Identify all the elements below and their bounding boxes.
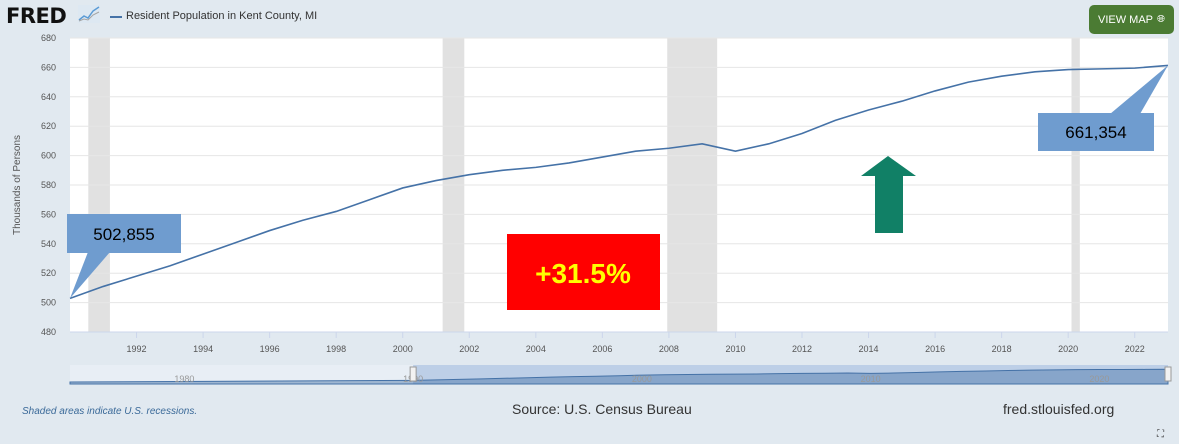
callout-box-end	[1038, 113, 1154, 151]
callout-box-start	[67, 214, 181, 253]
legend-label: Resident Population in Kent County, MI	[126, 10, 318, 22]
x-tick-label: 2012	[792, 344, 812, 354]
header: FRED Resident Population in Kent County,…	[0, 0, 1179, 34]
x-tick-label: 2020	[1058, 344, 1078, 354]
y-tick-label: 540	[41, 239, 56, 249]
navigator-tick-label: 2010	[861, 374, 881, 384]
navigator-left-handle[interactable]	[409, 366, 417, 382]
percent-change-label: +31.5%	[535, 258, 631, 289]
callout-pointer	[70, 252, 110, 299]
globe-icon: 🌐︎	[1157, 14, 1165, 25]
percent-change-badge	[507, 234, 660, 310]
y-tick-label: 520	[41, 268, 56, 278]
x-tick-label: 2002	[459, 344, 479, 354]
x-tick-label: 2022	[1125, 344, 1145, 354]
series-line	[69, 64, 1169, 300]
x-tick-label: 2016	[925, 344, 945, 354]
callout-label-end: 661,354	[1065, 123, 1126, 142]
up-arrow-icon	[861, 156, 916, 233]
callout-pointer	[1110, 65, 1168, 114]
x-tick-label: 2014	[859, 344, 879, 354]
x-tick-label: 2006	[592, 344, 612, 354]
x-tick-label: 2008	[659, 344, 679, 354]
x-tick-label: 2010	[725, 344, 745, 354]
y-tick-label: 680	[41, 33, 56, 43]
logo-graph-icon	[78, 5, 100, 23]
y-tick-label: 620	[41, 121, 56, 131]
y-axis-label: Thousands of Persons	[12, 135, 23, 235]
y-tick-label: 580	[41, 180, 56, 190]
x-tick-label: 2000	[393, 344, 413, 354]
y-tick-label: 660	[41, 62, 56, 72]
navigator-tick-label: 1980	[174, 374, 194, 384]
x-tick-label: 1998	[326, 344, 346, 354]
fred-logo[interactable]: FRED	[6, 4, 67, 28]
navigator-selection	[413, 365, 1168, 384]
x-tick-label: 2018	[992, 344, 1012, 354]
y-tick-label: 480	[41, 327, 56, 337]
navigator-tick-label: 2000	[632, 374, 652, 384]
callout-label-start: 502,855	[93, 225, 154, 244]
fullscreen-icon[interactable]: ⛶	[1157, 429, 1164, 440]
y-tick-label: 600	[41, 151, 56, 161]
recession-note: Shaded areas indicate U.S. recessions.	[22, 406, 198, 417]
y-tick-label: 640	[41, 92, 56, 102]
x-tick-label: 1992	[127, 344, 147, 354]
source-label: Source: U.S. Census Bureau	[512, 401, 692, 417]
y-tick-label: 560	[41, 209, 56, 219]
view-map-label: VIEW MAP	[1097, 13, 1153, 26]
view-map-button[interactable]: VIEW MAP 🌐︎	[1089, 5, 1174, 34]
navigator-series	[69, 368, 1169, 385]
site-link[interactable]: fred.stlouisfed.org	[1003, 401, 1115, 417]
x-tick-label: 1994	[193, 344, 213, 354]
x-tick-label: 1996	[260, 344, 280, 354]
x-tick-label: 2004	[526, 344, 546, 354]
navigator-right-handle[interactable]	[1164, 366, 1172, 382]
navigator-tick-label: 2020	[1089, 374, 1109, 384]
legend-swatch	[110, 16, 122, 18]
y-tick-label: 500	[41, 298, 56, 308]
